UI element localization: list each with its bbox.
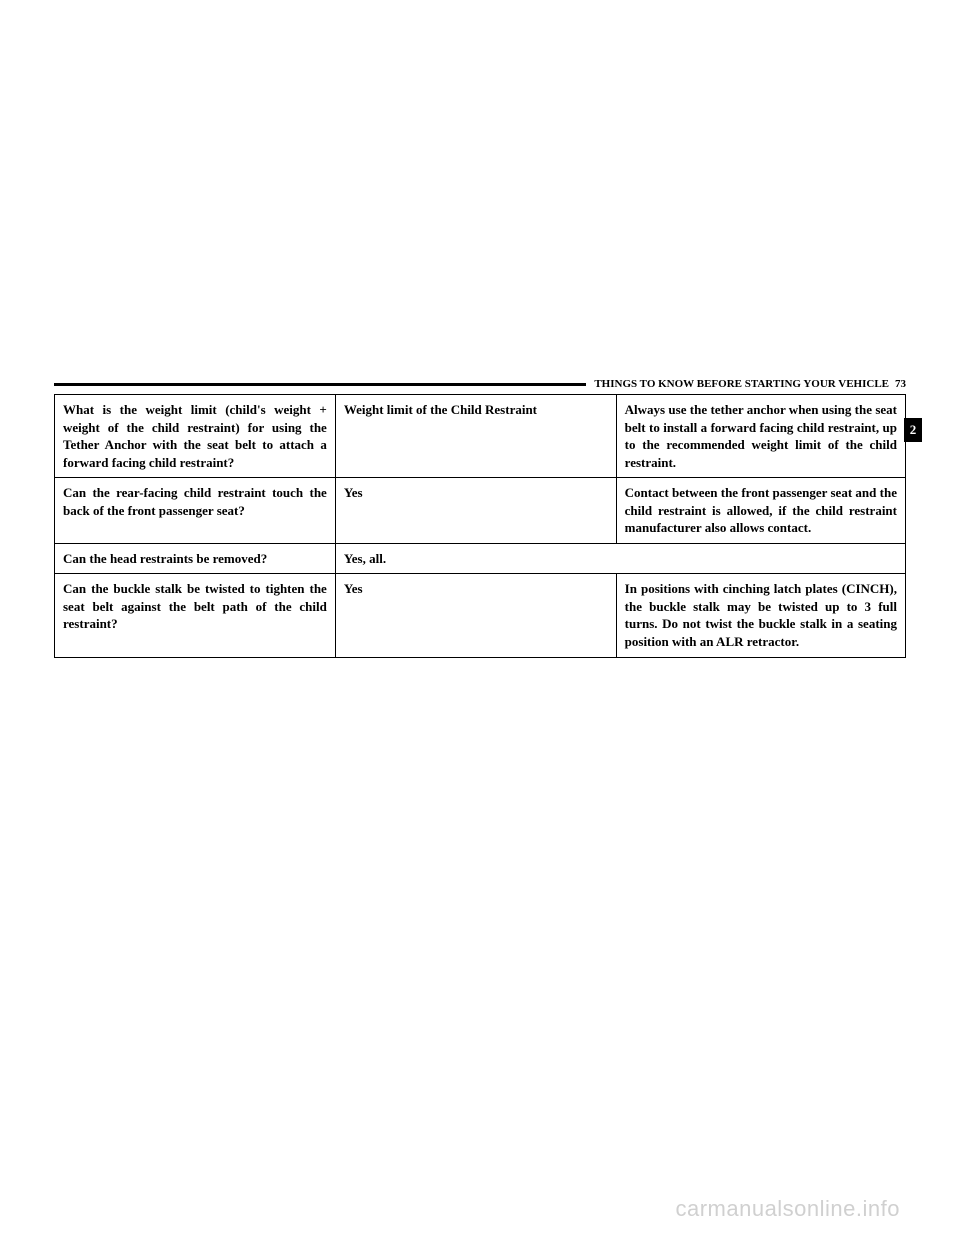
page-header: THINGS TO KNOW BEFORE STARTING YOUR VEHI… (54, 378, 906, 390)
answer-cell: Yes, all. (335, 543, 905, 574)
question-cell: Can the rear-facing child restraint touc… (55, 478, 336, 544)
note-cell: Always use the tether anchor when using … (616, 395, 905, 478)
question-cell: What is the weight limit (child's weight… (55, 395, 336, 478)
watermark: carmanualsonline.info (675, 1196, 900, 1222)
note-cell: In positions with cinching latch plates … (616, 574, 905, 657)
page-content: THINGS TO KNOW BEFORE STARTING YOUR VEHI… (54, 378, 906, 658)
table-row: Can the rear-facing child restraint touc… (55, 478, 906, 544)
page-number: 73 (889, 378, 906, 390)
restraint-info-table: What is the weight limit (child's weight… (54, 394, 906, 658)
table-row: Can the head restraints be removed? Yes,… (55, 543, 906, 574)
section-title: THINGS TO KNOW BEFORE STARTING YOUR VEHI… (586, 378, 889, 390)
header-rule (54, 383, 586, 386)
question-cell: Can the head restraints be removed? (55, 543, 336, 574)
table-row: Can the buckle stalk be twisted to tight… (55, 574, 906, 657)
note-cell: Contact between the front passenger seat… (616, 478, 905, 544)
answer-cell: Yes (335, 574, 616, 657)
question-cell: Can the buckle stalk be twisted to tight… (55, 574, 336, 657)
table-row: What is the weight limit (child's weight… (55, 395, 906, 478)
answer-cell: Yes (335, 478, 616, 544)
section-tab: 2 (904, 418, 922, 442)
answer-cell: Weight limit of the Child Restraint (335, 395, 616, 478)
